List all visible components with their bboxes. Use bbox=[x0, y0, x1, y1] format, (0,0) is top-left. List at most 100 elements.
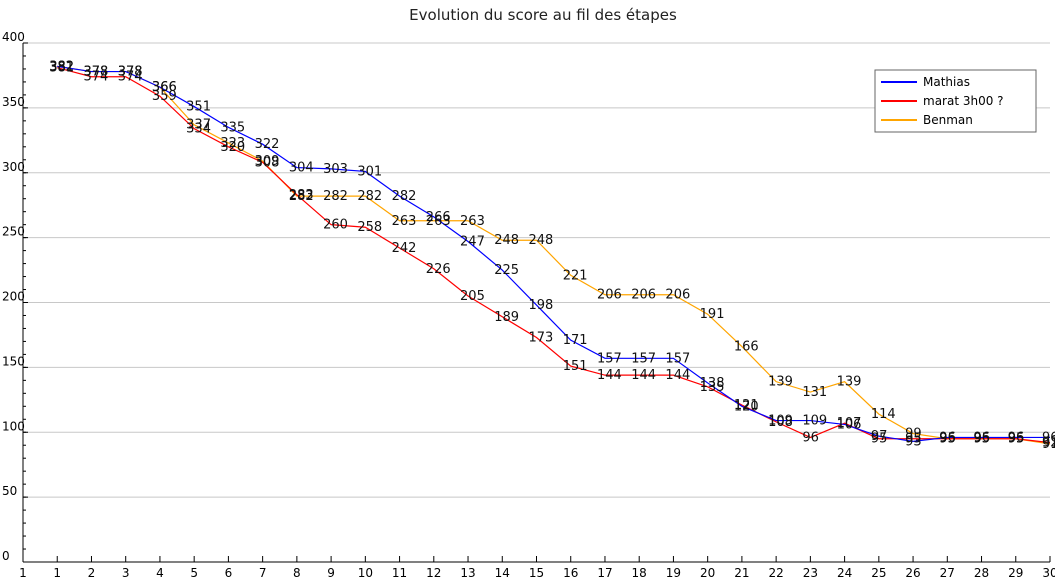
data-label: 359 bbox=[152, 89, 177, 104]
data-label: 248 bbox=[529, 233, 554, 248]
x-tick-label: 12 bbox=[426, 566, 441, 580]
data-label: 282 bbox=[323, 189, 348, 204]
data-label: 97 bbox=[871, 429, 888, 444]
data-label: 138 bbox=[700, 376, 725, 391]
series-line-2 bbox=[57, 67, 1051, 444]
data-label: 320 bbox=[220, 140, 245, 155]
data-label: 378 bbox=[83, 65, 108, 80]
data-label: 225 bbox=[494, 263, 519, 278]
x-tick-label: 28 bbox=[974, 566, 989, 580]
data-label: 120 bbox=[734, 399, 759, 414]
data-label: 109 bbox=[768, 414, 793, 429]
data-label: 96 bbox=[1008, 430, 1025, 445]
data-label: 96 bbox=[1042, 430, 1055, 445]
data-label: 382 bbox=[49, 59, 74, 74]
data-label: 151 bbox=[563, 359, 588, 374]
data-label: 226 bbox=[426, 262, 451, 277]
y-tick-label: 250 bbox=[2, 225, 25, 239]
grid-lines bbox=[23, 42, 1050, 498]
x-tick-label: 1 bbox=[53, 566, 61, 580]
x-tick-label: 22 bbox=[768, 566, 783, 580]
data-label: 91 bbox=[1042, 437, 1055, 452]
data-label: 139 bbox=[768, 375, 793, 390]
data-label: 95 bbox=[939, 432, 956, 447]
data-label: 166 bbox=[734, 340, 759, 355]
data-label: 107 bbox=[837, 416, 862, 431]
data-label: 374 bbox=[83, 70, 108, 85]
data-label: 351 bbox=[186, 100, 211, 115]
x-tick-label: 27 bbox=[940, 566, 955, 580]
data-label: 366 bbox=[152, 80, 177, 95]
data-label: 301 bbox=[357, 164, 382, 179]
data-label: 205 bbox=[460, 289, 485, 304]
data-label: 366 bbox=[152, 80, 177, 95]
x-tick-label: 26 bbox=[905, 566, 920, 580]
data-label: 157 bbox=[597, 351, 622, 366]
series-line-1 bbox=[57, 65, 1050, 442]
y-tick-label: 100 bbox=[2, 419, 25, 433]
data-label: 242 bbox=[392, 241, 417, 256]
x-tick-label: 14 bbox=[495, 566, 510, 580]
x-tick-label: 3 bbox=[122, 566, 130, 580]
data-label: 263 bbox=[426, 214, 451, 229]
legend-label: Benman bbox=[923, 113, 973, 127]
data-label: 173 bbox=[529, 331, 554, 346]
x-tick-label: 16 bbox=[563, 566, 578, 580]
data-label: 283 bbox=[289, 188, 314, 203]
data-label: 378 bbox=[118, 65, 143, 80]
x-tick-label: 29 bbox=[1008, 566, 1023, 580]
data-label: 308 bbox=[255, 155, 280, 170]
x-tick-label: 11 bbox=[392, 566, 407, 580]
data-label: 139 bbox=[837, 375, 862, 390]
series-lines bbox=[57, 65, 1051, 445]
data-label: 135 bbox=[700, 380, 725, 395]
data-label: 96 bbox=[802, 430, 819, 445]
data-label: 206 bbox=[665, 288, 690, 303]
data-label: 191 bbox=[700, 307, 725, 322]
legend-label: Mathias bbox=[923, 75, 970, 89]
data-label: 282 bbox=[392, 189, 417, 204]
x-tick-label: 20 bbox=[700, 566, 715, 580]
data-label: 335 bbox=[220, 120, 245, 135]
data-label: 304 bbox=[289, 161, 314, 176]
data-label: 378 bbox=[83, 65, 108, 80]
data-label: 221 bbox=[563, 268, 588, 283]
x-tick-label: 13 bbox=[460, 566, 475, 580]
x-tick-label: 4 bbox=[156, 566, 164, 580]
data-label: 95 bbox=[939, 432, 956, 447]
x-tick-label: 2 bbox=[88, 566, 96, 580]
data-label: 144 bbox=[597, 368, 622, 383]
data-label: 106 bbox=[837, 417, 862, 432]
data-label: 381 bbox=[49, 61, 74, 76]
x-tick-label: 21 bbox=[734, 566, 749, 580]
data-label: 131 bbox=[802, 385, 827, 400]
x-tick-label: 8 bbox=[293, 566, 301, 580]
data-label: 309 bbox=[255, 154, 280, 169]
x-tick-label: 25 bbox=[871, 566, 886, 580]
data-label: 189 bbox=[494, 310, 519, 325]
data-label: 171 bbox=[563, 333, 588, 348]
y-tick-label: 200 bbox=[2, 290, 25, 304]
x-tick-label: 30 bbox=[1042, 566, 1055, 580]
data-label: 114 bbox=[871, 407, 896, 422]
y-tick-label: 400 bbox=[2, 30, 25, 44]
data-label: 263 bbox=[460, 214, 485, 229]
legend: Mathias marat 3h00 ? Benman bbox=[874, 69, 1037, 133]
legend-box bbox=[874, 69, 1037, 133]
data-label: 95 bbox=[871, 432, 888, 447]
data-label: 144 bbox=[665, 368, 690, 383]
data-label: 96 bbox=[939, 430, 956, 445]
series-line-3 bbox=[57, 65, 1051, 445]
x-tick-label: 24 bbox=[837, 566, 852, 580]
data-label: 266 bbox=[426, 210, 451, 225]
data-label: 323 bbox=[220, 136, 245, 151]
x-tick-label: 7 bbox=[259, 566, 267, 580]
data-label: 282 bbox=[289, 189, 314, 204]
data-labels: 382 378 378 366 351 335 322 304 303 301 282 266 247 2… bbox=[49, 59, 1055, 452]
data-label: 303 bbox=[323, 162, 348, 177]
data-label: 121 bbox=[734, 398, 759, 413]
data-label: 374 bbox=[118, 70, 143, 85]
data-label: 322 bbox=[255, 137, 280, 152]
